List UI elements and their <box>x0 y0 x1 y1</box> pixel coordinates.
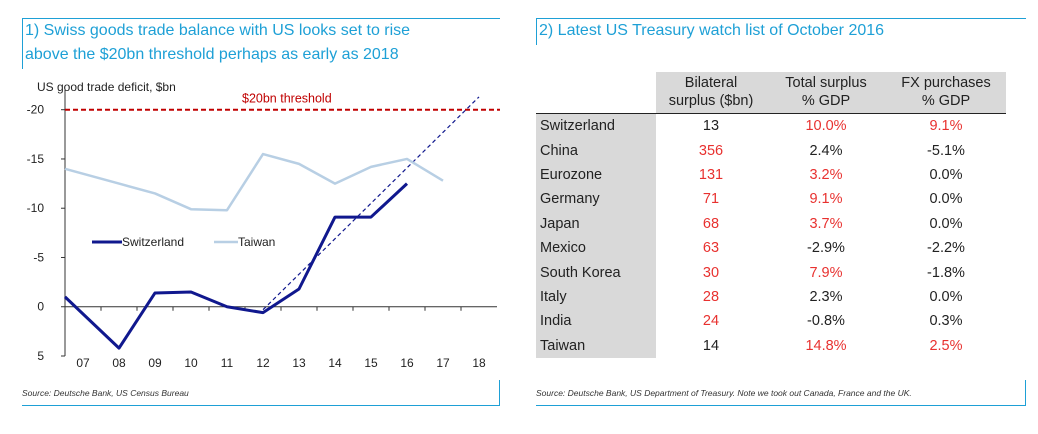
table-row: Mexico 63 -2.9% -2.2% <box>536 235 1006 261</box>
cell-country: India <box>536 309 656 334</box>
x-tick-label: 07 <box>76 356 90 370</box>
cell-bilateral: 356 <box>698 142 724 159</box>
cell-country: Eurozone <box>536 162 656 188</box>
y-tick-label: 5 <box>37 349 44 363</box>
y-tick-label: -5 <box>33 250 44 264</box>
cell-fx: 0.0% <box>929 288 963 305</box>
x-tick-label: 17 <box>436 356 450 370</box>
cell-bilateral: 14 <box>702 337 720 354</box>
cell-bilateral: 28 <box>702 288 720 305</box>
cell-total: 2.4% <box>809 142 843 159</box>
table-row: Taiwan 14 14.8% 2.5% <box>536 333 1006 358</box>
frame-line <box>22 405 500 406</box>
chart-title-line2: above the $20bn threshold perhaps as ear… <box>25 46 399 63</box>
cell-bilateral: 131 <box>698 166 724 183</box>
cell-country: Japan <box>536 211 656 236</box>
x-tick-label: 09 <box>148 356 162 370</box>
table-header-country <box>536 72 656 114</box>
cell-bilateral: 30 <box>702 264 720 281</box>
table-panel: 2) Latest US Treasury watch list of Octo… <box>536 0 1026 410</box>
line-chart: US good trade deficit, $bn -20 -15 -10 -5 0 5 0… <box>27 80 500 370</box>
threshold-label: $20bn threshold <box>242 92 332 106</box>
cell-country: Taiwan <box>536 333 656 358</box>
table-row: Germany 71 9.1% 0.0% <box>536 187 1006 212</box>
table-row: Eurozone 131 3.2% 0.0% <box>536 162 1006 188</box>
cell-bilateral: 68 <box>702 215 720 232</box>
cell-fx: 0.3% <box>929 313 963 330</box>
cell-country: China <box>536 138 656 163</box>
trend-line <box>262 96 480 311</box>
table-row: China 356 2.4% -5.1% <box>536 138 1006 163</box>
cell-bilateral: 71 <box>702 191 720 208</box>
x-tick-label: 12 <box>256 356 270 370</box>
series-line-switzerland <box>63 182 409 350</box>
cell-total: 2.3% <box>809 288 843 305</box>
frame-line <box>536 405 1026 406</box>
cell-country: Italy <box>536 284 656 310</box>
x-tick-label: 16 <box>400 356 414 370</box>
legend-label-taiwan: Taiwan <box>238 235 275 249</box>
table-row: Italy 28 2.3% 0.0% <box>536 284 1006 310</box>
table-row: Switzerland 13 10.0% 9.1% <box>536 113 1006 139</box>
cell-total: 3.2% <box>809 166 843 183</box>
cell-country: Mexico <box>536 235 656 261</box>
frame-line <box>499 380 500 406</box>
cell-total: -2.9% <box>807 240 845 257</box>
y-axis-label: US good trade deficit, $bn <box>37 80 176 94</box>
watch-list-table: Bilateral surplus ($bn) Total surplus% GD… <box>536 72 1006 358</box>
table-row: Japan 68 3.7% 0.0% <box>536 211 1006 236</box>
y-tick-label: 0 <box>37 300 44 314</box>
cell-fx: -5.1% <box>927 142 965 159</box>
cell-total: 10.0% <box>805 118 847 135</box>
chart-source: Source: Deutsche Bank, US Census Bureau <box>22 388 189 398</box>
table-header-bilateral: Bilateral surplus ($bn) <box>656 72 766 114</box>
table-title-text: 2) Latest US Treasury watch list of Octo… <box>539 22 885 39</box>
cell-total: 7.9% <box>809 264 843 281</box>
cell-bilateral: 13 <box>702 118 720 135</box>
cell-total: -0.8% <box>807 313 845 330</box>
cell-fx: -1.8% <box>927 264 965 281</box>
x-tick-label: 10 <box>184 356 198 370</box>
cell-fx: 0.0% <box>929 191 963 208</box>
x-tick-label: 18 <box>472 356 486 370</box>
cell-bilateral: 63 <box>702 240 720 257</box>
cell-fx: 9.1% <box>929 118 963 135</box>
chart-title: 1) Swiss goods trade balance with US loo… <box>22 18 500 69</box>
cell-total: 9.1% <box>809 191 843 208</box>
table-source: Source: Deutsche Bank, US Department of … <box>536 388 912 398</box>
x-tick-label: 08 <box>112 356 126 370</box>
x-tick-label: 15 <box>364 356 378 370</box>
cell-country: Germany <box>536 187 656 212</box>
series-line-taiwan <box>64 152 444 212</box>
table-row: India 24 -0.8% 0.3% <box>536 309 1006 334</box>
cell-total: 3.7% <box>809 215 843 232</box>
cell-country: South Korea <box>536 260 656 285</box>
table-row: South Korea 30 7.9% -1.8% <box>536 260 1006 285</box>
table-header-row: Bilateral surplus ($bn) Total surplus% GD… <box>536 72 1006 114</box>
x-tick-label: 14 <box>328 356 342 370</box>
chart-panel: 1) Swiss goods trade balance with US loo… <box>22 0 500 410</box>
frame-line <box>1025 380 1026 406</box>
cell-fx: 2.5% <box>929 337 963 354</box>
cell-fx: 0.0% <box>929 215 963 232</box>
x-tick-label: 11 <box>221 356 234 370</box>
x-tick-label: 13 <box>292 356 306 370</box>
y-tick-label: -10 <box>27 201 45 215</box>
table-header-fx: FX purchases% GDP <box>886 72 1006 114</box>
cell-bilateral: 24 <box>702 313 720 330</box>
cell-total: 14.8% <box>805 337 847 354</box>
cell-fx: -2.2% <box>927 240 965 257</box>
cell-country: Switzerland <box>536 113 656 139</box>
y-tick-label: -20 <box>27 103 45 117</box>
cell-fx: 0.0% <box>929 166 963 183</box>
legend-label-switzerland: Switzerland <box>122 235 184 249</box>
y-tick-label: -15 <box>27 152 45 166</box>
table-title: 2) Latest US Treasury watch list of Octo… <box>536 18 1026 45</box>
table-header-total: Total surplus% GDP <box>766 72 886 114</box>
chart-title-line1: 1) Swiss goods trade balance with US loo… <box>25 22 411 39</box>
